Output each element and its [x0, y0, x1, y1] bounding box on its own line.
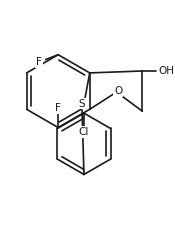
Text: O: O: [114, 86, 122, 96]
Text: S: S: [79, 99, 85, 109]
Text: Cl: Cl: [79, 127, 89, 137]
Text: OH: OH: [158, 66, 174, 76]
Text: F: F: [36, 57, 42, 67]
Text: F: F: [55, 103, 61, 113]
